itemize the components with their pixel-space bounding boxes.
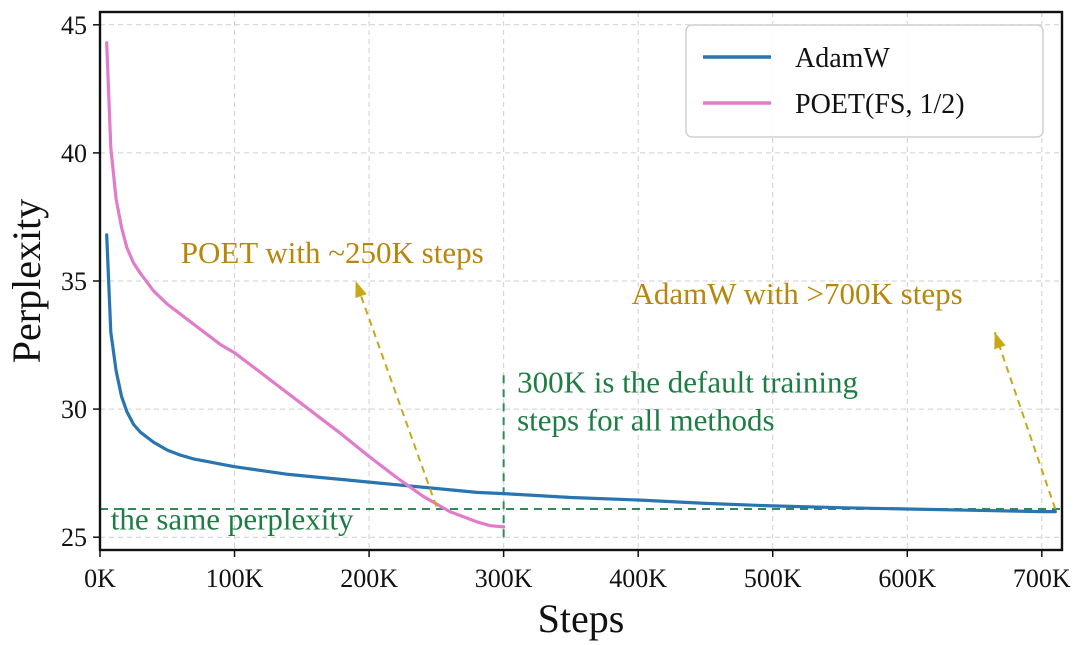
x-tick-label: 400K xyxy=(609,564,667,593)
annotation-arrows xyxy=(354,280,1057,510)
annotation-arrow-shaft xyxy=(993,331,1057,510)
legend-label: AdamW xyxy=(795,43,890,74)
poet-annotation: POET with ~250K steps xyxy=(181,235,484,270)
adamw-series-line xyxy=(105,233,1057,514)
y-tick-label: 40 xyxy=(61,139,87,168)
x-tick-label: 200K xyxy=(340,564,398,593)
legend-box xyxy=(685,24,1044,138)
x-tick-label: 500K xyxy=(744,564,802,593)
axis-ticks: 0K 100K 200K 300K 400K 500K 600K 700K 25 30 35 40 45 xyxy=(61,11,1071,593)
poet-series-line xyxy=(105,41,506,529)
y-tick-label: 30 xyxy=(61,395,87,424)
y-tick-label: 45 xyxy=(61,11,87,40)
x-tick-label: 600K xyxy=(878,564,936,593)
y-tick-label: 25 xyxy=(61,523,87,552)
annotation-arrow-head xyxy=(994,332,1006,350)
x-tick-label: 300K xyxy=(475,564,533,593)
legend-label: POET(FS, 1/2) xyxy=(795,89,965,120)
annotation-arrow-shaft xyxy=(354,280,438,507)
x-axis-label: Steps xyxy=(538,596,625,641)
annotations: POET with ~250K steps AdamW with >700K st… xyxy=(111,235,963,536)
x-tick-label: 100K xyxy=(206,564,264,593)
x-tick-label: 700K xyxy=(1013,564,1071,593)
same-perplexity-annotation: the same perplexity xyxy=(111,502,354,537)
y-tick-label: 35 xyxy=(61,267,87,296)
adamw-annotation: AdamW with >700K steps xyxy=(631,276,962,311)
default-steps-annotation: 300K is the default training xyxy=(517,364,858,399)
legend: AdamW POET(FS, 1/2) xyxy=(685,24,1044,138)
series-lines xyxy=(105,41,1057,529)
default-steps-annotation: steps for all methods xyxy=(517,402,774,437)
annotation-arrow-head xyxy=(355,281,367,299)
y-axis-label: Perplexity xyxy=(4,199,49,363)
x-tick-label: 0K xyxy=(84,564,116,593)
